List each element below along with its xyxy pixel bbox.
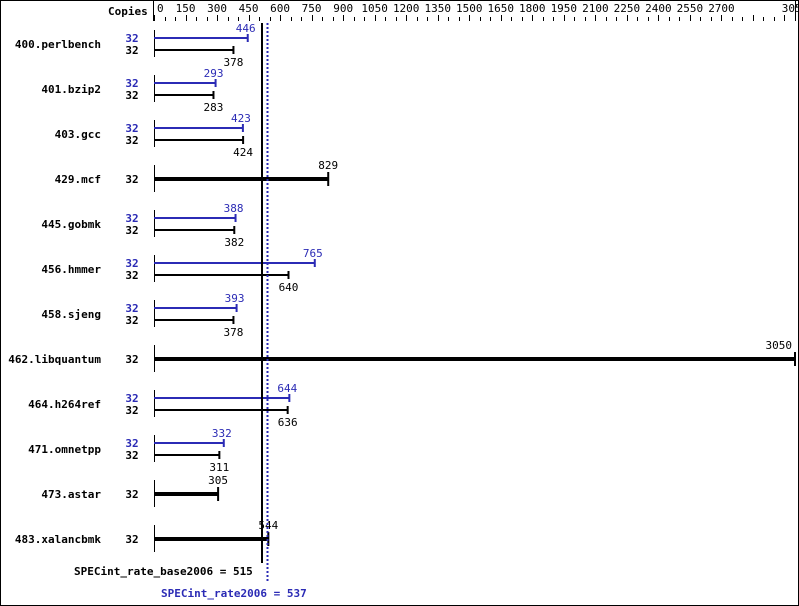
copies-base: 32: [125, 353, 138, 366]
axis-tick-label: 3050: [782, 2, 798, 15]
peak-value: 388: [224, 202, 244, 215]
peak-value: 446: [236, 22, 256, 35]
base-value: 636: [278, 416, 298, 429]
benchmark-label: 473.astar: [41, 488, 101, 501]
benchmark-label: 483.xalancbmk: [15, 533, 101, 546]
copies-base: 32: [125, 488, 138, 501]
axis-tick-label: 1050: [361, 2, 388, 15]
axis-tick-label: 750: [302, 2, 322, 15]
base-value: 424: [233, 146, 253, 159]
benchmark-label: 464.h264ref: [28, 398, 101, 411]
benchmark-label: 400.perlbench: [15, 38, 101, 51]
base-value: 829: [318, 159, 338, 172]
base-value: 544: [258, 519, 278, 532]
peak-value: 332: [212, 427, 232, 440]
axis-tick-label: 1650: [488, 2, 515, 15]
benchmark-label: 458.sjeng: [41, 308, 101, 321]
base-value: 378: [224, 56, 244, 69]
copies-peak: 32: [125, 77, 138, 90]
axis-tick-label: 450: [239, 2, 259, 15]
copies-base: 32: [125, 404, 138, 417]
axis-tick-label: 900: [333, 2, 353, 15]
axis-tick-label: 300: [207, 2, 227, 15]
copies-base: 32: [125, 533, 138, 546]
axis-tick-label: 0: [157, 2, 164, 15]
copies-base: 32: [125, 134, 138, 147]
base-value: 382: [224, 236, 244, 249]
axis-tick-label: 1350: [424, 2, 451, 15]
base-value: 3050: [766, 339, 793, 352]
base-value: 311: [209, 461, 229, 474]
benchmark-label: 471.omnetpp: [28, 443, 101, 456]
copies-peak: 32: [125, 392, 138, 405]
copies-peak: 32: [125, 32, 138, 45]
peak-value: 644: [277, 382, 297, 395]
copies-base: 32: [125, 269, 138, 282]
copies-base: 32: [125, 224, 138, 237]
axis-tick-label: 150: [176, 2, 196, 15]
benchmark-label: 429.mcf: [55, 173, 101, 186]
axis-tick-label: 2250: [614, 2, 641, 15]
peak-value: 765: [303, 247, 323, 260]
copies-base: 32: [125, 314, 138, 327]
benchmark-label: 401.bzip2: [41, 83, 101, 96]
copies-peak: 32: [125, 257, 138, 270]
benchmark-label: 445.gobmk: [41, 218, 101, 231]
copies-peak: 32: [125, 212, 138, 225]
axis-tick-label: 1200: [393, 2, 420, 15]
axis-tick-label: 1800: [519, 2, 546, 15]
benchmark-label: 456.hmmer: [41, 263, 101, 276]
copies-base: 32: [125, 44, 138, 57]
copies-base: 32: [125, 173, 138, 186]
base-value: 283: [204, 101, 224, 114]
copies-peak: 32: [125, 302, 138, 315]
copies-base: 32: [125, 89, 138, 102]
axis-tick-label: 1500: [456, 2, 483, 15]
axis-header: Copies: [108, 5, 148, 18]
peak-value: 393: [225, 292, 245, 305]
axis-tick-label: 2400: [645, 2, 672, 15]
axis-tick-label: 600: [270, 2, 290, 15]
copies-peak: 32: [125, 437, 138, 450]
benchmark-label: 462.libquantum: [8, 353, 101, 366]
axis-tick-label: 1950: [551, 2, 578, 15]
base-value: 378: [224, 326, 244, 339]
axis-tick-label: 2700: [708, 2, 735, 15]
copies-peak: 32: [125, 122, 138, 135]
axis-tick-label: 2550: [677, 2, 704, 15]
peak-value: 293: [204, 67, 224, 80]
base-summary-label: SPECint_rate_base2006 = 515: [74, 565, 253, 578]
peak-summary-label: SPECint_rate2006 = 537: [161, 587, 307, 600]
base-value: 305: [208, 474, 228, 487]
base-value: 640: [279, 281, 299, 294]
axis-tick-label: 2100: [582, 2, 609, 15]
benchmark-label: 403.gcc: [55, 128, 101, 141]
peak-value: 423: [231, 112, 251, 125]
copies-base: 32: [125, 449, 138, 462]
